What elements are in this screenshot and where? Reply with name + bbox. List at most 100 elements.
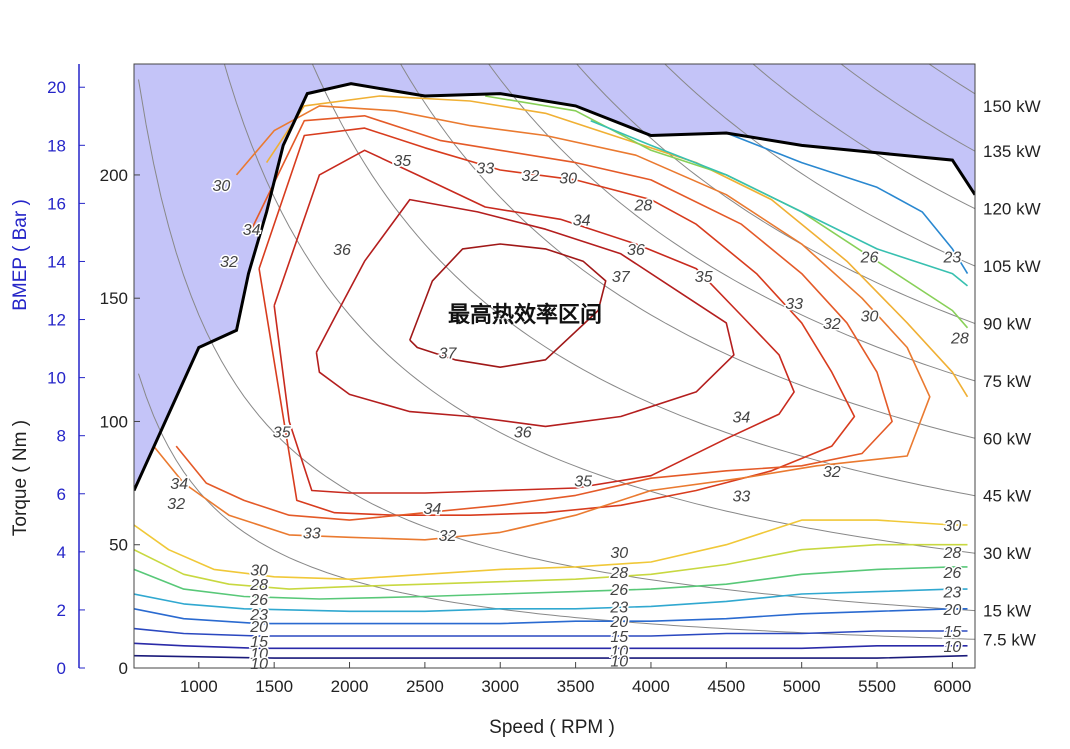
efficiency-contour: [152, 105, 931, 541]
x-tick-label: 2500: [406, 677, 444, 696]
torque-tick-label: 0: [119, 659, 128, 678]
torque-axis-label: Torque ( Nm ): [10, 420, 31, 536]
contour-label: 23: [943, 585, 962, 602]
contour-label: 33: [303, 525, 321, 542]
efficiency-contour: [134, 607, 968, 625]
bmep-tick-label: 6: [57, 485, 66, 504]
bmep-tick-label: 4: [57, 543, 66, 562]
x-tick-label: 5000: [783, 677, 821, 696]
axes-layer: 1000 1500 2000 2500 3000 3500 4000 4500 5000 5500…: [47, 64, 1041, 696]
contour-label: 26: [943, 565, 962, 582]
torque-tick-label: 200: [100, 166, 128, 185]
contour-label: 33: [476, 161, 494, 178]
contour-label: 15: [944, 624, 962, 641]
x-tick-label: 4000: [632, 677, 670, 696]
contour-label: 28: [634, 198, 653, 215]
efficiency-contour: [134, 642, 968, 650]
contour-label: 34: [170, 476, 188, 493]
region-layer: [134, 64, 975, 491]
contour-label: 10: [250, 646, 268, 663]
torque-tick-label: 50: [109, 536, 128, 555]
power-label: 135 kW: [983, 142, 1041, 161]
bmep-tick-label: 8: [57, 427, 66, 446]
efficiency-contour: [134, 654, 968, 659]
contour-label: 34: [424, 501, 442, 518]
power-line: [138, 373, 975, 640]
contour-label: 32: [522, 168, 540, 185]
x-tick-label: 6000: [933, 677, 971, 696]
contour-label: 26: [860, 249, 879, 266]
torque-tick-label: 100: [100, 412, 128, 431]
power-lines-layer: [138, 64, 975, 640]
power-label: 105 kW: [983, 257, 1041, 276]
contour-label: 32: [220, 254, 238, 271]
contour-label: 30: [250, 562, 268, 579]
plot-frame: [133, 63, 976, 669]
contour-label: 26: [249, 592, 268, 609]
contour-label: 32: [167, 496, 185, 513]
contour-label: 33: [785, 296, 803, 313]
bmep-tick-label: 16: [47, 194, 66, 213]
efficiency-contour: [409, 243, 607, 369]
x-tick-label: 1500: [255, 677, 293, 696]
power-label: 60 kW: [983, 429, 1031, 448]
max-torque-layer: [134, 82, 975, 492]
efficiency-contour: [590, 119, 969, 287]
power-label: 120 kW: [983, 200, 1041, 219]
contour-label: 34: [243, 222, 261, 239]
x-tick-label: 1000: [180, 677, 218, 696]
bmep-tick-label: 0: [57, 659, 66, 678]
efficiency-contour: [134, 627, 968, 637]
contour-label: 30: [559, 170, 577, 187]
contour-label: 23: [609, 599, 628, 616]
efficiency-contour: [265, 95, 969, 398]
contour-label: 36: [333, 242, 351, 259]
contour-label: 26: [609, 582, 628, 599]
contour-label: 10: [610, 644, 628, 661]
power-line: [311, 64, 975, 497]
power-line: [752, 64, 975, 210]
bmep-tick-label: 12: [47, 311, 66, 330]
contour-label: 30: [944, 518, 962, 535]
contour-label: 30: [861, 309, 879, 326]
efficiency-contour: [273, 149, 795, 494]
bmep-axis-label: BMEP ( Bar ): [10, 199, 31, 311]
bmep-tick-label: 14: [47, 252, 66, 271]
contour-label: 20: [609, 614, 628, 631]
power-line: [576, 64, 975, 325]
contour-label: 28: [609, 565, 628, 582]
contour-label: 23: [249, 607, 268, 624]
contour-label: 36: [627, 242, 645, 259]
unreachable-region: [134, 64, 975, 491]
power-line: [664, 64, 975, 267]
contour-label: 28: [950, 331, 969, 348]
contour-label: 28: [943, 545, 962, 562]
x-tick-label: 2000: [331, 677, 369, 696]
power-label: 7.5 kW: [983, 630, 1036, 649]
contour-label: 15: [610, 629, 628, 646]
contour-label: 32: [823, 464, 841, 481]
contour-label: 30: [610, 545, 628, 562]
efficiency-contour: [134, 543, 968, 590]
contour-label: 33: [733, 488, 751, 505]
x-tick-label: 5500: [858, 677, 896, 696]
efficiency-contour: [134, 519, 968, 581]
contour-label: 28: [249, 577, 268, 594]
contour-label: 10: [250, 656, 268, 673]
bmep-tick-label: 2: [57, 601, 66, 620]
x-axis-label: Speed ( RPM ): [489, 717, 615, 738]
contour-label: 35: [393, 153, 411, 170]
efficiency-contour: [134, 566, 968, 600]
power-label: 150 kW: [983, 97, 1041, 116]
contour-label: 35: [574, 474, 592, 491]
bmep-tick-label: 20: [47, 78, 66, 97]
contour-label: 10: [944, 639, 962, 656]
power-line: [488, 64, 975, 382]
efficiency-contour: [258, 127, 856, 517]
power-label: 45 kW: [983, 487, 1031, 506]
power-label: 90 kW: [983, 314, 1031, 333]
contour-label: 32: [439, 528, 457, 545]
contour-label: 20: [943, 602, 962, 619]
contour-label: 10: [610, 654, 628, 671]
